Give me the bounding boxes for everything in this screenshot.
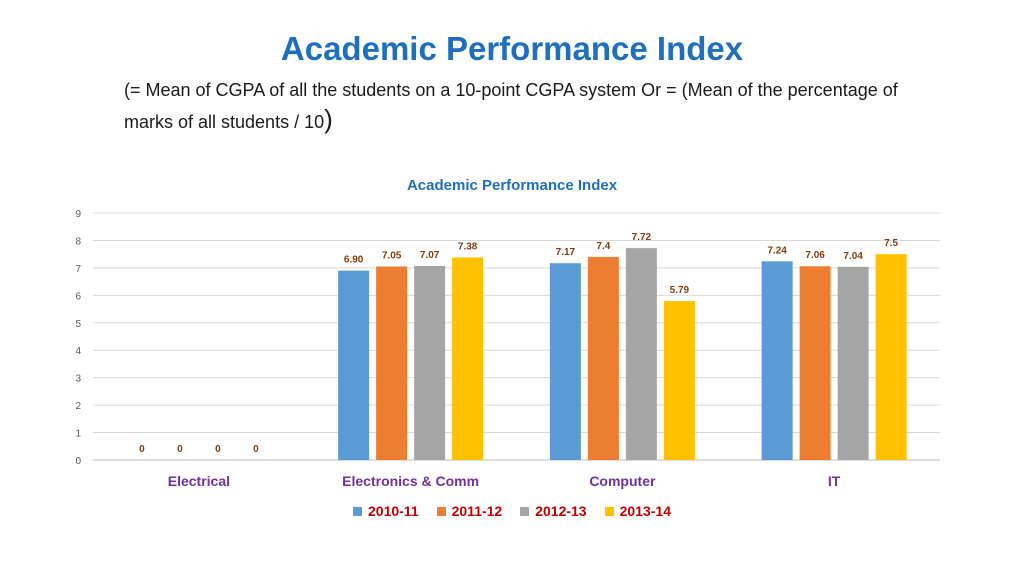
page-title: Academic Performance Index <box>280 30 744 67</box>
data-label: 7.4 <box>596 241 610 252</box>
data-label: 7.72 <box>632 232 652 243</box>
data-label: 7.07 <box>420 250 440 261</box>
bar <box>452 257 484 460</box>
data-label: 7.5 <box>884 238 898 249</box>
bar <box>761 261 793 460</box>
legend-label: 2010-11 <box>368 503 419 519</box>
y-tick-label: 7 <box>75 264 81 275</box>
bar <box>587 256 619 460</box>
bar <box>837 266 869 460</box>
y-tick-label: 5 <box>75 319 81 330</box>
legend-item: 2013-14 <box>604 503 671 519</box>
bar <box>549 263 581 460</box>
chart-title: Academic Performance Index <box>406 177 618 194</box>
bar <box>376 266 408 460</box>
data-label: 7.17 <box>556 247 576 258</box>
bar <box>338 270 370 460</box>
data-label: 5.79 <box>670 285 690 296</box>
legend-swatch <box>353 506 362 516</box>
category-label: Electronics & Comm <box>342 473 479 489</box>
legend-item: 2011-12 <box>436 503 503 519</box>
data-label: 6.90 <box>344 255 364 266</box>
data-label: 0 <box>139 444 145 455</box>
bar <box>663 301 695 460</box>
bar <box>625 248 657 460</box>
page-subtitle: (= Mean of CGPA of all the students on a… <box>124 76 934 137</box>
data-label: 7.24 <box>767 245 787 256</box>
y-tick-label: 3 <box>75 374 81 385</box>
legend-item: 2010-11 <box>353 503 419 519</box>
subtitle-text: (= Mean of CGPA of all the students on a… <box>124 80 898 132</box>
data-label: 0 <box>177 444 183 455</box>
chart-legend: 2010-11 2011-12 2012-13 2013-14 <box>0 503 1024 519</box>
y-tick-label: 9 <box>75 209 81 220</box>
legend-label: 2011-12 <box>451 503 503 519</box>
category-label: Electrical <box>168 473 230 489</box>
bar <box>799 266 831 460</box>
y-tick-label: 0 <box>75 456 81 467</box>
legend-swatch <box>520 506 530 516</box>
legend-label: 2013-14 <box>619 503 671 519</box>
legend-label: 2012-13 <box>535 503 587 519</box>
legend-item: 2012-13 <box>520 503 587 519</box>
bar <box>875 254 907 460</box>
legend-swatch <box>436 506 446 516</box>
data-label: 7.06 <box>805 250 825 261</box>
subtitle-closing-paren: ) <box>324 104 333 134</box>
y-tick-label: 6 <box>75 291 81 302</box>
y-tick-label: 8 <box>75 236 81 247</box>
category-label: Computer <box>589 473 656 489</box>
data-label: 0 <box>253 444 259 455</box>
data-label: 7.04 <box>843 251 863 262</box>
legend-swatch <box>604 506 614 516</box>
y-tick-label: 1 <box>75 429 81 440</box>
data-label: 7.05 <box>382 251 402 262</box>
data-label: 0 <box>215 444 221 455</box>
bar <box>414 265 446 460</box>
y-tick-label: 2 <box>75 401 81 412</box>
data-label: 7.38 <box>458 241 478 252</box>
y-tick-label: 4 <box>75 346 81 357</box>
category-label: IT <box>828 473 841 489</box>
